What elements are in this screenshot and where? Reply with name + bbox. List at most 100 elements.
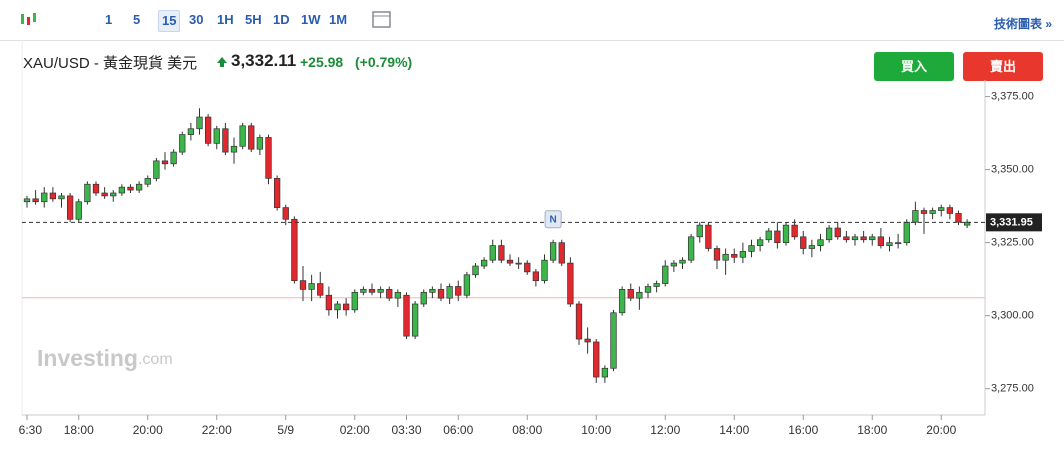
candle-body (49, 192, 57, 200)
x-tick-label: 16:30 (12, 423, 42, 437)
candle-body (282, 207, 289, 220)
candle-body (877, 236, 885, 246)
candle-body (41, 192, 48, 203)
candle-body (118, 186, 126, 194)
y-tick-label: 3,275.00 (991, 383, 1034, 395)
candle-body (894, 242, 902, 245)
candle-body (558, 242, 565, 264)
interval-button[interactable]: 1D (273, 12, 290, 27)
candle-body (394, 291, 402, 299)
last-price-label: 3,331.95 (990, 216, 1033, 228)
candle-body (368, 289, 376, 293)
x-tick-label: 06:00 (443, 423, 473, 437)
candle-body (662, 265, 669, 284)
x-tick-label: 18:00 (64, 423, 94, 437)
candle-body (549, 242, 557, 261)
candle-body (739, 251, 747, 258)
candle-body (75, 201, 82, 220)
candle-body (618, 289, 626, 314)
price: 3,332.11 (231, 51, 297, 70)
interval-button[interactable]: 30 (189, 12, 204, 27)
candle-body (955, 213, 962, 223)
sell-button[interactable]: 賣出 (963, 52, 1043, 81)
x-tick-label: 03:30 (391, 423, 421, 437)
candle-body (213, 128, 220, 144)
candle-body (869, 236, 876, 241)
candle-body (713, 248, 721, 261)
candle-body (524, 262, 531, 273)
interval-button[interactable]: 1M (329, 12, 348, 27)
candle-body (135, 183, 143, 191)
candle-body (696, 224, 703, 238)
candle-body (351, 291, 358, 311)
up-arrow (217, 57, 227, 67)
candle-body (791, 224, 798, 238)
interval-button[interactable]: 1W (301, 12, 321, 27)
candle-body (187, 128, 195, 135)
y-tick-label: 3,325.00 (991, 237, 1034, 249)
buy-button[interactable]: 買入 (874, 52, 954, 81)
calendar-icon[interactable] (370, 8, 394, 32)
candle-body (170, 151, 177, 165)
candle-body (196, 116, 203, 130)
candle-body (92, 183, 100, 194)
candle-body (610, 312, 617, 369)
interval-button[interactable]: 1 (105, 12, 113, 27)
interval-button[interactable]: 1H (217, 12, 234, 27)
candle-body (601, 367, 609, 378)
candle-body (705, 224, 712, 249)
candle-body (938, 207, 945, 211)
tech-chart-link[interactable]: 技術圖表 » (993, 17, 1052, 31)
candle-body (144, 178, 151, 185)
x-tick-label: 02:00 (340, 423, 370, 437)
news-marker-label: N (550, 214, 557, 225)
x-tick-label: 08:00 (512, 423, 542, 437)
x-tick-label: 18:00 (857, 423, 887, 437)
candle-body (360, 289, 367, 293)
x-tick-label: 16:00 (788, 423, 818, 437)
x-tick-label: 22:00 (202, 423, 232, 437)
x-tick-label: 5/9 (277, 423, 294, 437)
candle-body (204, 116, 212, 144)
candle-body (515, 262, 522, 265)
candle-body (256, 137, 264, 150)
candle-body (912, 210, 919, 223)
candle-body (472, 265, 479, 276)
last-price-box (986, 213, 1042, 232)
candle-body (541, 259, 548, 281)
candle-body (161, 160, 169, 165)
candle-body (437, 289, 445, 299)
candle-body (334, 303, 341, 311)
candle-body (748, 245, 755, 252)
candle-body (308, 283, 315, 290)
candle-body (317, 283, 324, 296)
candle-body (644, 286, 652, 293)
candle-body (782, 224, 790, 244)
candle-body (411, 303, 419, 337)
candle-body (489, 245, 496, 261)
candle-body (670, 262, 678, 267)
candle-body (84, 183, 91, 203)
y-tick-label: 3,375.00 (991, 91, 1034, 103)
candle-body (722, 253, 729, 261)
interval-button[interactable]: 15 (158, 10, 181, 32)
candle-body (679, 259, 686, 264)
candle-body (23, 198, 31, 203)
candle-body (506, 259, 514, 264)
candle-body (101, 192, 108, 197)
candle-body (455, 286, 462, 296)
x-tick-label: 10:00 (581, 423, 611, 437)
interval-button[interactable]: 5 (133, 12, 141, 27)
change: +25.98 (300, 54, 344, 70)
symbol: XAU/USD - 黃金現貨 美元 (23, 55, 198, 72)
interval-button[interactable]: 5H (245, 12, 262, 27)
candle-body (843, 236, 850, 241)
candle-body (463, 274, 471, 296)
candle-body (532, 271, 540, 281)
candle-body (342, 303, 350, 311)
candle-body (66, 195, 74, 220)
x-tick-label: 20:00 (133, 423, 163, 437)
candle-body (825, 227, 833, 241)
